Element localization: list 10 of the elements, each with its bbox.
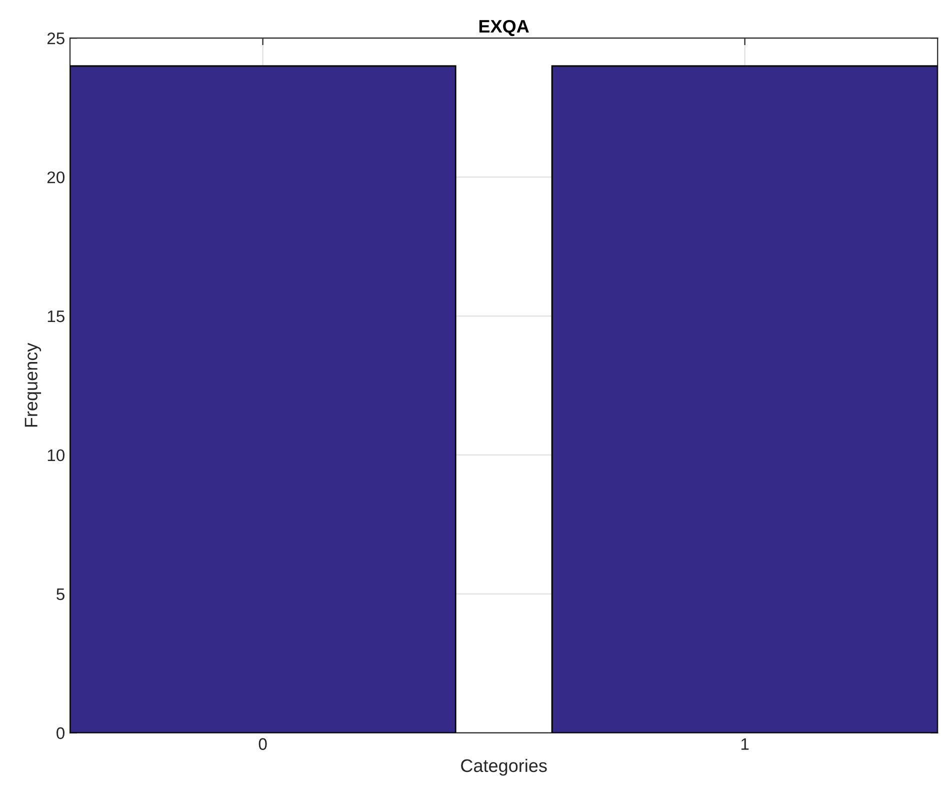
chart-title: EXQA [479,20,529,36]
y-tick-label: 10 [48,449,64,462]
y-tick-label: 0 [56,727,64,740]
y-tick-label: 5 [56,588,64,600]
y-axis-title: Frequency [24,342,42,427]
x-axis-title: Categories [461,758,547,776]
y-tick-label: 15 [48,310,64,322]
y-tick-label: 25 [47,32,64,44]
y-tick-label: 20 [47,171,64,184]
x-tick-label: 1 [741,738,749,750]
